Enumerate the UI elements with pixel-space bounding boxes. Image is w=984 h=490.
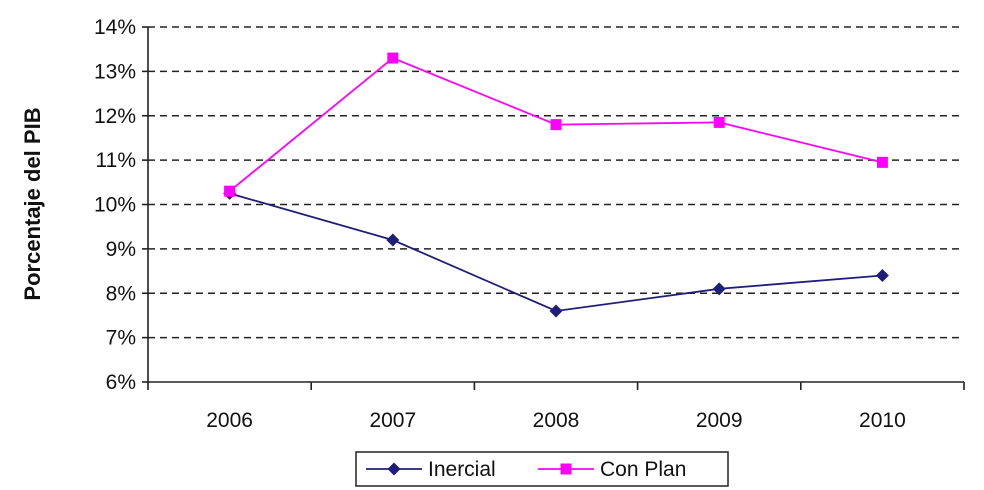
legend-label: Con Plan (600, 458, 686, 481)
data-point-diamond (712, 282, 726, 296)
data-point-square (387, 52, 399, 64)
data-point-diamond (875, 269, 889, 282)
y-tick-label: 9% (106, 238, 136, 261)
x-tick-label: 2010 (859, 409, 906, 432)
y-tick-label: 14% (94, 16, 136, 39)
y-tick-label: 11% (96, 149, 136, 172)
data-point-square (550, 119, 562, 131)
data-point-diamond (386, 233, 400, 247)
grid-lines (148, 26, 964, 339)
data-point-square (713, 116, 725, 128)
x-tick-label: 2009 (696, 409, 743, 432)
legend-label: Inercial (428, 458, 496, 481)
y-tick-label: 8% (106, 282, 136, 305)
y-axis-title: Porcentaje del PIB (20, 107, 45, 300)
y-tick-label: 6% (106, 371, 136, 394)
x-tick-label: 2008 (533, 409, 580, 432)
y-tick-labels: 6% 7% 8% 9% 10% 11% 12% 13% 14% (94, 16, 136, 394)
y-tick-label: 7% (106, 327, 136, 350)
legend: Inercial Con Plan (355, 451, 729, 487)
x-tick-label: 2006 (206, 409, 253, 432)
data-point-square (224, 185, 236, 197)
legend-marker (387, 462, 401, 476)
y-tick-label: 12% (94, 105, 136, 128)
data-point-diamond (549, 304, 563, 318)
x-tick-labels: 2006 2007 2008 2009 2010 (206, 409, 906, 432)
axes (142, 26, 965, 390)
y-tick-label: 13% (94, 60, 136, 83)
data-series (223, 52, 889, 318)
legend-marker (560, 463, 572, 475)
y-tick-label: 10% (94, 194, 136, 217)
x-tick-label: 2007 (369, 409, 416, 432)
data-point-square (876, 156, 888, 168)
